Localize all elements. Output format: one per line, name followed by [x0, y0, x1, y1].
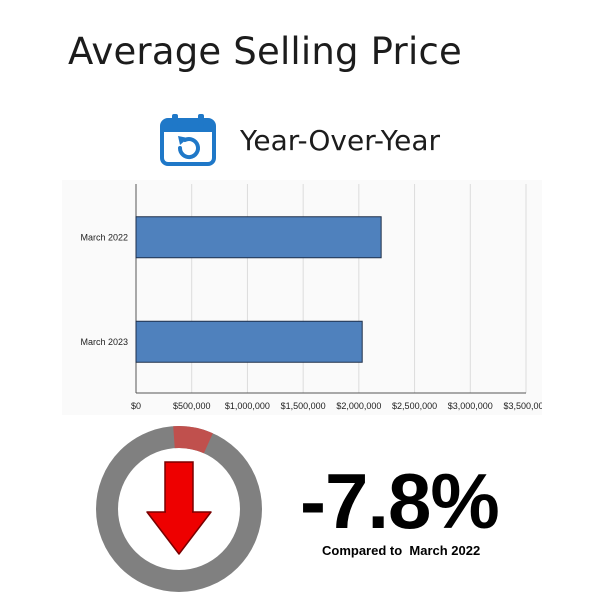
bar-chart: March 2022 March 2023 $0 $500,000 $1,000,000… [80, 184, 542, 411]
category-label: March 2023 [80, 337, 128, 347]
bar [135, 320, 363, 363]
bar-chart-panel: March 2022 March 2023 $0 $500,000 $1,000,000… [62, 180, 542, 415]
x-tick-label: $1,500,000 [281, 401, 326, 411]
arrow-down-icon [146, 461, 212, 555]
change-percentage: -7.8% [300, 457, 500, 545]
x-tick-label: $500,000 [173, 401, 211, 411]
x-tick-label: $1,000,000 [225, 401, 270, 411]
x-tick-label: $2,000,000 [336, 401, 381, 411]
change-indicator [94, 424, 264, 594]
x-tick-label: $2,500,000 [392, 401, 437, 411]
subtitle-row: Year-Over-Year [158, 112, 440, 168]
comparison-note: Compared to March 2022 [322, 543, 481, 558]
ring-highlight-segment [173, 426, 213, 454]
bar [135, 216, 382, 259]
category-label: March 2022 [80, 232, 128, 242]
page-title: Average Selling Price [68, 30, 462, 73]
x-tick-label: $0 [131, 401, 141, 411]
change-ring [96, 426, 262, 592]
chart-subtitle: Year-Over-Year [240, 123, 440, 157]
x-tick-label: $3,000,000 [448, 401, 493, 411]
calendar-refresh-icon [160, 114, 216, 166]
x-tick-label: $3,500,000 [503, 401, 542, 411]
